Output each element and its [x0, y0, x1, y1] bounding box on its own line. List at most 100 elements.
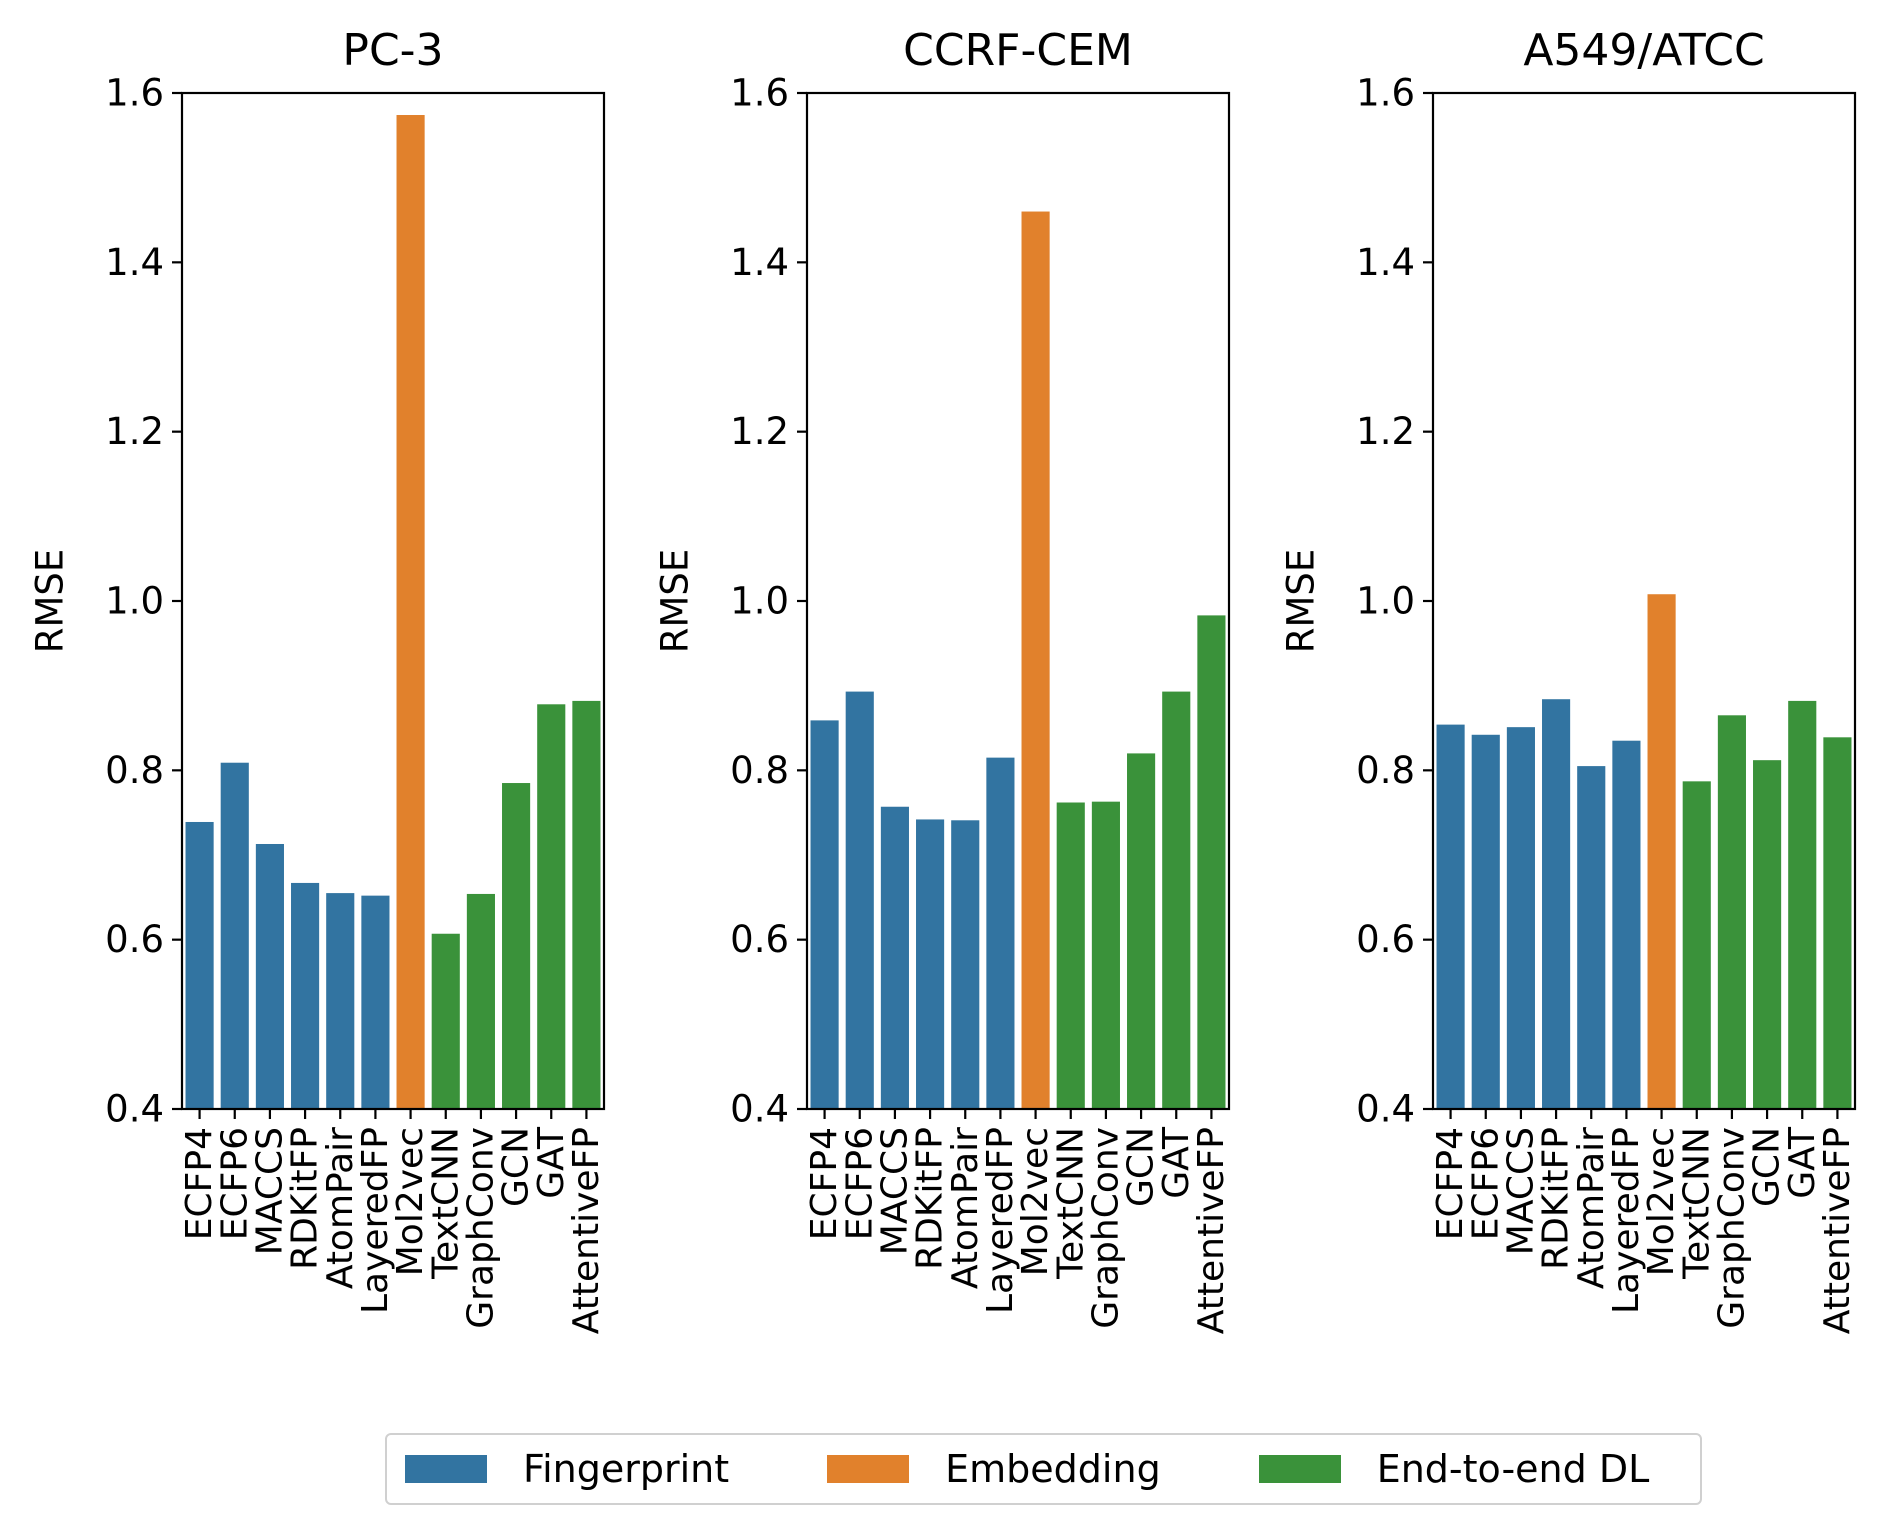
x-tick-label: ECFP4: [804, 1127, 845, 1240]
bar: [1021, 211, 1050, 1110]
y-tick-label: 1.6: [1356, 72, 1415, 115]
panel-0: 0.4 0.6 0.8 1.0 1.2 1.4 1.6 ECFP4ECFP6MACCSRDKi…: [29, 25, 607, 1334]
legend-swatch-embedding: [827, 1455, 910, 1483]
legend-item-embedding: Embedding: [809, 1447, 1161, 1491]
bar: [1162, 691, 1191, 1109]
x-tick-label: RDKitFP: [1536, 1127, 1577, 1270]
x-tick-label: AttentiveFP: [1191, 1127, 1232, 1334]
bar: [1506, 727, 1535, 1109]
bar: [1471, 734, 1500, 1109]
x-tick-label: Mol2vec: [1641, 1127, 1682, 1276]
y-tick-label: 1.6: [105, 72, 164, 115]
bar: [396, 115, 425, 1110]
x-tick-label: ECFP6: [1465, 1127, 1506, 1240]
x-tick-label: RDKitFP: [285, 1127, 326, 1270]
bar: [466, 893, 495, 1109]
y-tick-label: 1.2: [1356, 410, 1415, 453]
x-tick-label: ECFP6: [214, 1127, 255, 1240]
legend-swatch-end-to-end-dl: [1258, 1455, 1341, 1483]
legend-label-fingerprint: Fingerprint: [523, 1447, 730, 1491]
bar: [1823, 737, 1852, 1109]
bar: [986, 757, 1015, 1109]
bar: [810, 720, 839, 1109]
y-axis-label: RMSE: [1280, 549, 1323, 654]
legend-item-fingerprint: Fingerprint: [387, 1447, 729, 1491]
x-tick-label: TextCNN: [1676, 1127, 1717, 1280]
y-tick-label: 0.4: [1356, 1088, 1415, 1131]
x-tick-label: Mol2vec: [1015, 1127, 1056, 1276]
bar: [1717, 715, 1746, 1109]
bar: [1647, 594, 1676, 1109]
bar: [1127, 753, 1156, 1109]
bar: [255, 843, 284, 1109]
y-tick-label: 1.0: [730, 580, 789, 623]
bar: [1612, 740, 1641, 1109]
legend: Fingerprint Embedding End-to-end DL: [385, 1433, 1702, 1505]
bar: [1542, 699, 1571, 1109]
x-tick-label: LayeredFP: [980, 1127, 1021, 1314]
bar: [880, 806, 909, 1109]
x-tick-label: AttentiveFP: [1817, 1127, 1858, 1334]
bar: [951, 820, 980, 1109]
y-axis-label: RMSE: [29, 549, 72, 654]
x-tick-label: Mol2vec: [390, 1127, 431, 1276]
x-tick-label: AtomPair: [1571, 1127, 1612, 1289]
bar: [1436, 724, 1465, 1109]
bar: [1682, 781, 1711, 1109]
x-tick-label: LayeredFP: [355, 1127, 396, 1314]
x-tick-label: AttentiveFP: [566, 1127, 607, 1334]
x-tick-label: GCN: [1747, 1127, 1788, 1207]
bar: [916, 819, 945, 1109]
bar: [1056, 802, 1085, 1109]
x-tick-label: MACCS: [249, 1127, 290, 1255]
y-tick-label: 1.0: [105, 580, 164, 623]
bar: [220, 762, 249, 1109]
x-tick-label: GraphConv: [1085, 1127, 1126, 1329]
x-tick-label: AtomPair: [320, 1127, 361, 1289]
x-tick-label: GAT: [531, 1126, 572, 1199]
panel-2: 0.4 0.6 0.8 1.0 1.2 1.4 1.6 ECFP4ECFP6MACCSRDKi…: [1280, 25, 1858, 1334]
legend-label-end-to-end-dl: End-to-end DL: [1376, 1447, 1650, 1491]
bar: [1788, 700, 1817, 1109]
x-tick-label: GraphConv: [1711, 1127, 1752, 1329]
x-tick-label: LayeredFP: [1606, 1127, 1647, 1314]
bar: [537, 704, 566, 1109]
x-tick-label: MACCS: [1500, 1127, 1541, 1255]
x-tick-label: GAT: [1782, 1126, 1823, 1199]
bar: [1091, 801, 1120, 1109]
x-tick-label: RDKitFP: [910, 1127, 951, 1270]
bar: [1577, 766, 1606, 1109]
bar: [326, 893, 355, 1109]
y-tick-label: 0.8: [730, 749, 789, 792]
bar: [572, 700, 601, 1109]
x-tick-label: TextCNN: [425, 1127, 466, 1280]
bar: [1197, 615, 1226, 1109]
x-tick-label: ECFP6: [839, 1127, 880, 1240]
y-tick-label: 1.2: [105, 410, 164, 453]
y-tick-label: 1.4: [105, 241, 164, 284]
x-tick-label: ECFP4: [1430, 1127, 1471, 1240]
bar: [185, 821, 214, 1109]
panel-title: A549/ATCC: [1523, 25, 1764, 76]
x-tick-label: ECFP4: [179, 1127, 220, 1240]
x-tick-label: TextCNN: [1050, 1127, 1091, 1280]
y-axis-label: RMSE: [654, 549, 697, 654]
bar: [1753, 760, 1782, 1109]
bar: [361, 895, 390, 1109]
x-tick-label: GraphConv: [460, 1127, 501, 1329]
legend-label-embedding: Embedding: [945, 1447, 1161, 1491]
x-tick-label: GAT: [1156, 1126, 1197, 1199]
y-tick-label: 0.6: [105, 918, 164, 961]
y-tick-label: 1.4: [1356, 241, 1415, 284]
y-tick-label: 0.4: [105, 1088, 164, 1131]
x-tick-label: MACCS: [874, 1127, 915, 1255]
y-tick-label: 1.4: [730, 241, 789, 284]
legend-item-end-to-end-dl: End-to-end DL: [1241, 1447, 1650, 1491]
bar: [502, 783, 531, 1109]
x-tick-label: AtomPair: [945, 1127, 986, 1289]
y-tick-label: 0.8: [105, 749, 164, 792]
y-tick-label: 0.8: [1356, 749, 1415, 792]
y-tick-label: 0.4: [730, 1088, 789, 1131]
x-tick-label: GCN: [1121, 1127, 1162, 1207]
